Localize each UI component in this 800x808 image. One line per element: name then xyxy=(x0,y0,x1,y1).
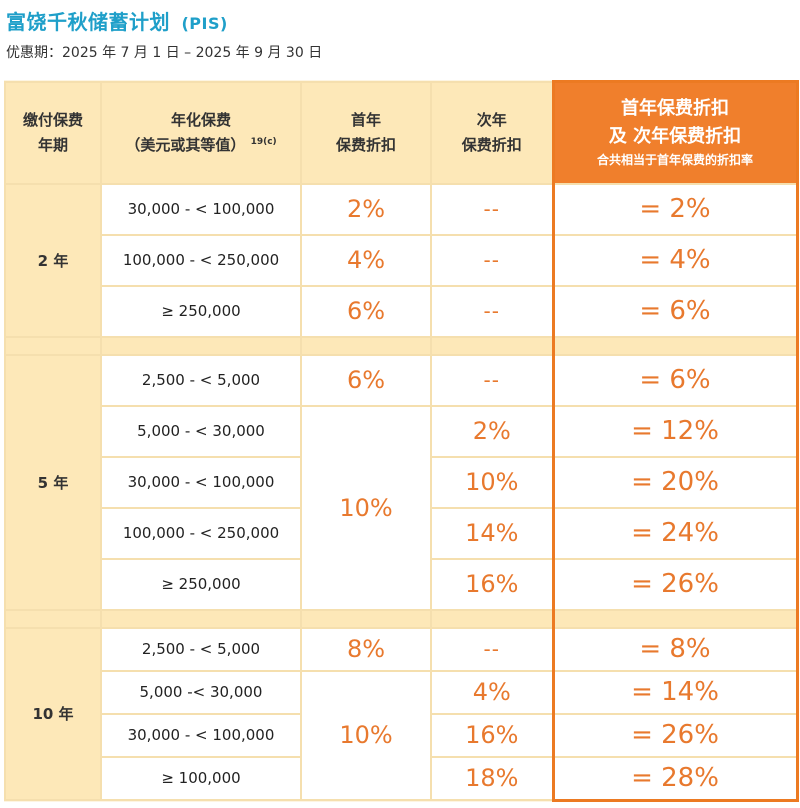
group-separator xyxy=(4,335,799,356)
table-row: 30,000 - < 100,000 16% = 26% xyxy=(5,712,799,758)
table-row: ≥ 250,000 16% = 26% xyxy=(5,557,799,611)
total-discount: = 12% xyxy=(551,404,799,458)
second-year-discount: 4% xyxy=(430,669,554,715)
plan-name: 富饶千秋储蓄计划 xyxy=(6,10,170,34)
header-term: 缴付保费 年期 xyxy=(4,80,102,185)
second-year-discount: -- xyxy=(430,284,554,338)
first-year-discount: 2% xyxy=(300,182,432,236)
header-premium: 年化保费 （美元或其等值） 19(c) xyxy=(100,80,302,185)
premium-band: 100,000 - < 250,000 xyxy=(100,233,302,287)
second-year-discount: 2% xyxy=(430,404,554,458)
premium-band: 100,000 - < 250,000 xyxy=(100,506,302,560)
premium-band: 2,500 - < 5,000 xyxy=(100,353,302,407)
second-year-discount: -- xyxy=(430,182,554,236)
table-row: ≥ 100,000 18% = 28% xyxy=(5,755,799,802)
table-row: 10 年 2,500 - < 5,000 8% -- = 8% xyxy=(4,626,799,801)
table-row: 5 年 2,500 - < 5,000 6% -- = 6% xyxy=(4,353,799,611)
plan-code: (PIS) xyxy=(181,14,228,33)
table-row: ≥ 250,000 6% -- = 6% xyxy=(5,284,799,338)
second-year-discount: 16% xyxy=(430,557,554,611)
second-year-discount: 18% xyxy=(430,755,554,801)
second-year-discount: -- xyxy=(430,233,554,287)
table-row: 2 年 30,000 - < 100,000 2% -- = 2% xyxy=(4,182,799,338)
first-year-discount-shared: 10% xyxy=(300,669,432,801)
header-first-year: 首年 保费折扣 xyxy=(300,80,432,185)
table-row: 5,000 -< 30,000 10% 4% = 14% xyxy=(5,669,799,801)
total-discount: = 26% xyxy=(551,557,799,611)
total-discount: = 20% xyxy=(551,455,799,509)
total-discount: = 4% xyxy=(551,233,799,287)
first-year-discount-shared: 10% xyxy=(300,404,432,611)
total-discount: = 6% xyxy=(551,353,799,407)
first-year-discount: 6% xyxy=(300,284,432,338)
premium-band: 30,000 - < 100,000 xyxy=(100,182,302,236)
discount-table: 缴付保费 年期 年化保费 （美元或其等值） 19(c) 首年 保费折扣 次年 保… xyxy=(4,80,799,802)
term-5-years: 5 年 xyxy=(4,353,102,611)
total-discount: = 8% xyxy=(551,626,799,672)
second-year-discount: -- xyxy=(430,353,554,407)
footnote-ref: 19(c) xyxy=(250,136,277,147)
table-row: 30,000 - < 100,000 10% = 20% xyxy=(5,455,799,509)
header-total: 首年保费折扣 及 次年保费折扣 合共相当于首年保费的折扣率 xyxy=(551,80,799,185)
table-row: 5,000 - < 30,000 10% 2% = 12% xyxy=(5,404,799,611)
total-discount: = 6% xyxy=(551,284,799,338)
premium-band: ≥ 250,000 xyxy=(100,284,302,338)
total-discount: = 28% xyxy=(551,755,799,802)
promo-period: 优惠期：2025 年 7 月 1 日 – 2025 年 9 月 30 日 xyxy=(6,45,323,61)
premium-band: 2,500 - < 5,000 xyxy=(100,626,302,672)
total-discount: = 2% xyxy=(551,182,799,236)
premium-band: 5,000 - < 30,000 xyxy=(100,404,302,458)
header-second-year: 次年 保费折扣 xyxy=(430,80,554,185)
premium-band: 30,000 - < 100,000 xyxy=(100,455,302,509)
table-row: 100,000 - < 250,000 4% -- = 4% xyxy=(5,233,799,287)
second-year-discount: 14% xyxy=(430,506,554,560)
term-10-years: 10 年 xyxy=(4,626,102,801)
total-discount: = 26% xyxy=(551,712,799,758)
premium-band: ≥ 250,000 xyxy=(100,557,302,611)
header-row: 缴付保费 年期 年化保费 （美元或其等值） 19(c) 首年 保费折扣 次年 保… xyxy=(4,80,799,185)
table-row: 100,000 - < 250,000 14% = 24% xyxy=(5,506,799,560)
premium-band: ≥ 100,000 xyxy=(100,755,302,801)
plan-title: 富饶千秋储蓄计划 (PIS) xyxy=(6,6,228,35)
first-year-discount: 6% xyxy=(300,353,432,407)
group-separator xyxy=(4,608,799,629)
premium-band: 5,000 -< 30,000 xyxy=(100,669,302,715)
second-year-discount: 10% xyxy=(430,455,554,509)
total-discount: = 14% xyxy=(551,669,799,715)
total-discount: = 24% xyxy=(551,506,799,560)
first-year-discount: 4% xyxy=(300,233,432,287)
second-year-discount: 16% xyxy=(430,712,554,758)
second-year-discount: -- xyxy=(430,626,554,672)
first-year-discount: 8% xyxy=(300,626,432,672)
term-2-years: 2 年 xyxy=(4,182,102,338)
premium-band: 30,000 - < 100,000 xyxy=(100,712,302,758)
